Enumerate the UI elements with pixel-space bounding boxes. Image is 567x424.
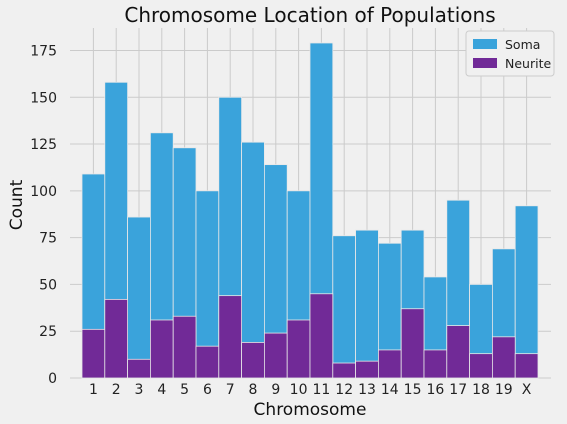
y-tick-label: 175 [30,43,57,59]
bar-neurite [127,358,151,379]
bar-soma [514,205,539,379]
x-tick-label: 1 [89,382,98,398]
bar-neurite [355,360,379,379]
legend-swatch-soma [473,39,497,49]
x-tick-label: 9 [271,382,280,398]
bar-neurite [309,293,334,379]
x-tick-label: 5 [180,382,189,398]
x-tick-label: 17 [449,382,467,398]
x-tick-label: 18 [472,382,490,398]
bar-neurite [446,325,470,379]
y-tick-label: 75 [39,231,57,247]
x-tick-label: X [522,382,532,398]
bar-neurite [514,353,539,379]
x-tick-label: 7 [226,382,235,398]
bar-neurite [377,349,402,379]
x-tick-label: 19 [495,382,513,398]
bar-neurite [286,319,311,379]
x-tick-label: 15 [404,382,422,398]
x-tick-label: 6 [203,382,212,398]
x-tick-label: 3 [135,382,144,398]
bar-neurite [491,336,516,379]
bar-neurite [423,349,448,379]
bar-neurite [332,362,356,379]
x-tick-label: 12 [335,382,353,398]
x-tick-label: 11 [312,382,330,398]
x-axis-title: Chromosome [254,400,367,420]
bar-soma [355,229,379,379]
bar-neurite [263,332,288,379]
x-tick-label: 2 [112,382,121,398]
bar-neurite [172,315,197,379]
x-tick-label: 13 [358,382,376,398]
x-tick-label: 8 [249,382,258,398]
bar-neurite [81,328,106,379]
legend-swatch-neurite [473,58,497,68]
y-tick-label: 125 [30,137,57,153]
bar-neurite [104,298,129,379]
chart-title: Chromosome Location of Populations [124,3,495,27]
x-tick-label: 16 [426,382,444,398]
bar-soma [332,235,356,379]
bar-soma [127,216,151,379]
bar-neurite [195,345,220,379]
y-axis-title: Count [7,179,27,230]
y-tick-label: 100 [30,184,57,200]
bar-neurite [469,353,493,379]
legend: Soma Neurite [465,30,555,77]
y-tick-label: 0 [48,371,57,387]
y-tick-label: 25 [39,324,57,340]
legend-label-neurite: Neurite [505,56,551,71]
x-tick-label: 4 [157,382,166,398]
bar-neurite [241,342,265,379]
bars-layer [81,42,539,379]
bar-neurite [149,319,174,379]
legend-label-soma: Soma [505,37,540,52]
bar-neurite [400,308,425,379]
y-tick-label: 150 [30,90,57,106]
bar-neurite [218,295,243,379]
y-tick-label: 50 [39,277,57,293]
x-tick-label: 10 [290,382,308,398]
x-tick-label: 14 [381,382,399,398]
